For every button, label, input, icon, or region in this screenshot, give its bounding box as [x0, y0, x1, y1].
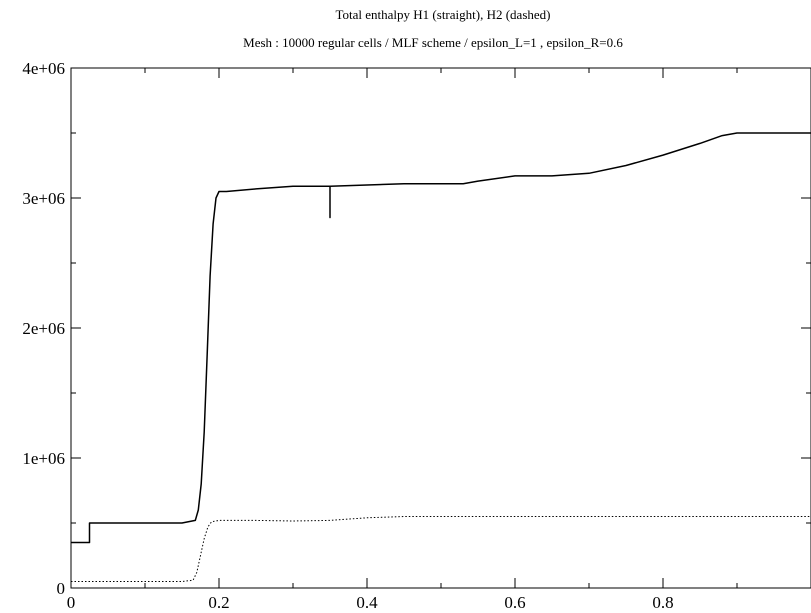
chart-title: Total enthalpy H1 (straight), H2 (dashed…	[336, 7, 551, 22]
series-h2-line	[71, 516, 811, 582]
x-tick-label: 0.6	[504, 593, 525, 612]
x-tick-label: 0.2	[208, 593, 229, 612]
x-tick-label: 0.8	[652, 593, 673, 612]
plot-frame	[70, 67, 811, 589]
y-tick-label: 2e+06	[22, 319, 65, 338]
series-layer	[71, 132, 811, 582]
y-tick-label: 4e+06	[22, 59, 65, 78]
x-tick-label: 0	[67, 593, 76, 612]
y-tick-label: 0	[57, 579, 66, 598]
y-tick-label: 1e+06	[22, 449, 65, 468]
series-h1-line	[71, 132, 811, 544]
chart-subtitle: Mesh : 10000 regular cells / MLF scheme …	[243, 35, 623, 50]
axis-ticks: 0 0.2 0.4 0.6 0.8 0 1e+06 2e+06 3e+06 4e+06	[22, 59, 811, 612]
x-tick-label: 0.4	[356, 593, 378, 612]
y-tick-label: 3e+06	[22, 189, 65, 208]
